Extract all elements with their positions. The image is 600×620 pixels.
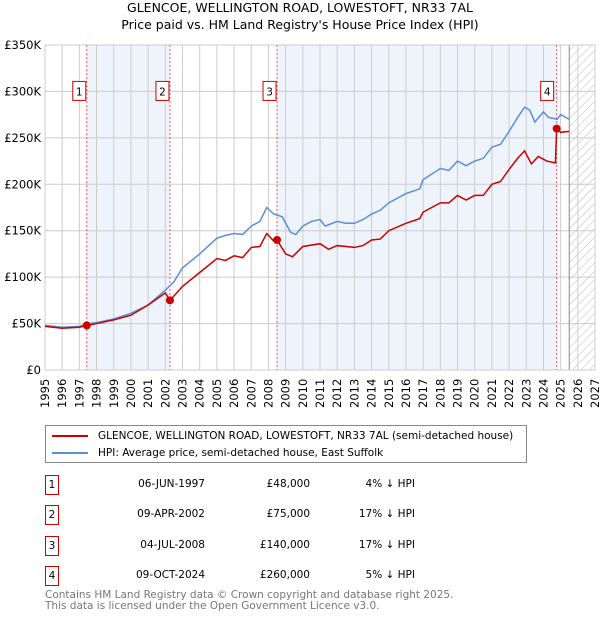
y-tick-label: £50K bbox=[12, 317, 42, 331]
x-tick-label: 2020 bbox=[468, 379, 482, 408]
legend: GLENCOE, WELLINGTON ROAD, LOWESTOFT, NR3… bbox=[45, 425, 527, 463]
sale-marker-number: 3 bbox=[45, 535, 59, 556]
sale-row: 2 09-APR-2002 £75,000 17% ↓ HPI bbox=[45, 505, 445, 526]
y-tick-label: £150K bbox=[4, 224, 41, 238]
sale-number-box bbox=[540, 80, 555, 101]
y-tick-label: £350K bbox=[4, 38, 41, 52]
x-tick-label: 2017 bbox=[416, 379, 430, 408]
sale-price: £75,000 bbox=[266, 508, 310, 521]
sale-hpi-diff: 17% ↓ HPI bbox=[358, 508, 415, 521]
sale-price: £260,000 bbox=[259, 568, 310, 581]
sale-number-label: 4 bbox=[544, 86, 551, 98]
sale-number-box bbox=[262, 80, 277, 101]
sale-number-label: 1 bbox=[76, 86, 83, 98]
x-tick-label: 1996 bbox=[55, 379, 69, 408]
y-tick-label: £300K bbox=[4, 84, 41, 98]
x-tick-label: 2021 bbox=[485, 379, 499, 408]
x-tick-label: 2006 bbox=[227, 379, 241, 408]
sale-date: 04-JUL-2008 bbox=[140, 538, 205, 551]
sale-number-label: 3 bbox=[266, 86, 273, 98]
x-tick-label: 2014 bbox=[365, 379, 379, 408]
x-tick-label: 2008 bbox=[261, 379, 275, 408]
x-tick-label: 2023 bbox=[519, 379, 533, 408]
chart-subtitle: Price paid vs. HM Land Registry's House … bbox=[121, 17, 479, 32]
sale-price: £48,000 bbox=[266, 478, 310, 490]
footer-line: This data is licensed under the Open Gov… bbox=[45, 600, 380, 612]
x-tick-label: 2007 bbox=[244, 379, 258, 408]
sale-date: 09-OCT-2024 bbox=[136, 568, 205, 581]
x-tick-label: 1999 bbox=[107, 379, 121, 408]
sale-marker-number: 4 bbox=[45, 565, 59, 586]
x-tick-label: 2018 bbox=[433, 379, 447, 408]
sale-number-box bbox=[72, 80, 87, 101]
y-tick-label: £0 bbox=[26, 363, 41, 377]
x-tick-label: 2022 bbox=[502, 379, 516, 408]
sale-number-label: 2 bbox=[159, 86, 166, 98]
plot-frame bbox=[44, 44, 596, 371]
x-tick-label: 2013 bbox=[347, 379, 361, 408]
hpi-line bbox=[44, 106, 570, 329]
x-tick-label: 2005 bbox=[210, 379, 224, 408]
x-tick-label: 1997 bbox=[72, 379, 86, 408]
sale-row: 4 09-OCT-2024 £260,000 5% ↓ HPI bbox=[45, 565, 445, 586]
x-tick-label: 1998 bbox=[90, 379, 104, 408]
sale-row: 3 04-JUL-2008 £140,000 17% ↓ HPI bbox=[45, 535, 445, 556]
sale-hpi-diff: 17% ↓ HPI bbox=[358, 538, 415, 551]
forecast-hatch bbox=[569, 45, 595, 370]
y-tick-label: £200K bbox=[4, 177, 41, 191]
x-tick-label: 1995 bbox=[38, 379, 52, 408]
sale-row: 1 06-JUN-1997 £48,000 4% ↓ HPI bbox=[45, 475, 445, 495]
x-tick-label: 2012 bbox=[330, 379, 344, 408]
sale-marker-number: 1 bbox=[45, 475, 59, 495]
price-chart: 1995 1996 1997 1998 1999 2000 2001 2002 2003 2004… bbox=[4, 38, 600, 408]
sale-hpi-diff: 5% ↓ HPI bbox=[365, 568, 415, 581]
sale-point bbox=[82, 321, 91, 330]
legend-label: GLENCOE, WELLINGTON ROAD, LOWESTOFT, NR3… bbox=[98, 430, 514, 442]
sale-hpi-diff: 4% ↓ HPI bbox=[365, 478, 415, 490]
legend-item-hpi: HPI: Average price, semi-detached house,… bbox=[52, 446, 383, 460]
x-tick-label: 2011 bbox=[313, 379, 327, 408]
legend-item-property: GLENCOE, WELLINGTON ROAD, LOWESTOFT, NR3… bbox=[52, 429, 513, 443]
legend-swatch-blue bbox=[52, 452, 88, 454]
legend-swatch-red bbox=[52, 435, 88, 437]
sale-point bbox=[552, 124, 561, 133]
x-tick-label: 2016 bbox=[399, 379, 413, 408]
sale-point bbox=[273, 236, 282, 244]
chart-title: GLENCOE, WELLINGTON ROAD, LOWESTOFT, NR3… bbox=[127, 0, 473, 15]
x-tick-label: 2009 bbox=[279, 379, 293, 408]
x-tick-label: 2024 bbox=[536, 379, 550, 408]
x-tick-label: 2026 bbox=[571, 379, 585, 408]
x-tick-label: 2015 bbox=[382, 379, 396, 408]
x-tick-label: 2004 bbox=[193, 379, 207, 408]
x-tick-label: 2000 bbox=[124, 379, 138, 408]
sale-number-box bbox=[155, 80, 170, 101]
y-tick-label: £100K bbox=[4, 270, 41, 284]
x-tick-label: 2010 bbox=[296, 379, 310, 408]
x-tick-label: 2025 bbox=[554, 379, 568, 408]
x-tick-label: 2003 bbox=[176, 379, 190, 408]
x-tick-label: 2027 bbox=[588, 379, 600, 408]
x-tick-label: 2019 bbox=[451, 379, 465, 408]
legend-label: HPI: Average price, semi-detached house,… bbox=[98, 447, 384, 459]
sale-point bbox=[165, 296, 174, 305]
sale-date: 06-JUN-1997 bbox=[138, 478, 205, 490]
sale-price: £140,000 bbox=[259, 538, 310, 551]
sale-date: 09-APR-2002 bbox=[137, 508, 205, 521]
y-tick-label: £250K bbox=[4, 131, 41, 145]
x-tick-label: 2002 bbox=[158, 379, 172, 408]
footer-line: Contains HM Land Registry data © Crown c… bbox=[45, 589, 454, 601]
footer: Contains HM Land Registry data © Crown c… bbox=[45, 590, 453, 612]
x-tick-label: 2001 bbox=[141, 379, 155, 408]
ownership-band bbox=[277, 45, 557, 370]
sale-marker-number: 2 bbox=[45, 505, 59, 526]
